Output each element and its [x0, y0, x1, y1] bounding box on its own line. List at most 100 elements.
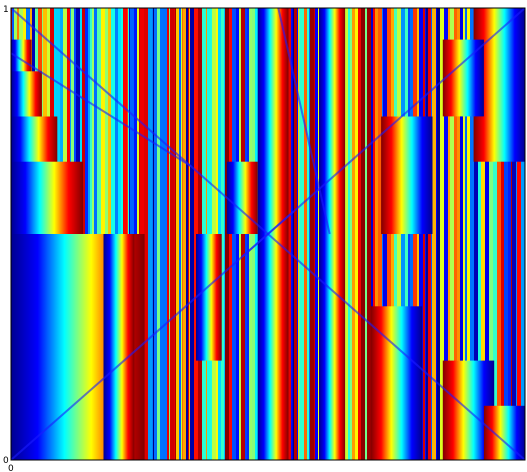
heatmap-stripe	[361, 8, 365, 460]
heatmap-stripe	[501, 8, 504, 460]
heatmap-band	[196, 234, 222, 361]
heatmap-stripe	[144, 8, 148, 460]
heatmap-stripe	[170, 8, 171, 460]
heatmap-stripe	[355, 8, 358, 460]
heatmap-diagonal	[277, 8, 331, 235]
heatmap-stripe	[293, 8, 294, 460]
heatmap-stripe	[504, 8, 508, 460]
heatmap-stripe	[186, 8, 188, 460]
heatmap-band	[226, 161, 258, 234]
heatmap-stripe	[221, 8, 224, 460]
heatmap-stripe	[310, 8, 314, 460]
heatmap-stripe	[465, 8, 467, 460]
heatmap-stripe	[171, 8, 174, 460]
heatmap-stripe	[163, 8, 167, 460]
heatmap-stripe	[189, 8, 190, 460]
heatmap-stripe	[493, 8, 497, 460]
x-tick-label-left: 0	[8, 464, 14, 472]
y-tick-label-bottom: 0	[3, 456, 9, 466]
heatmap-stripe	[157, 8, 160, 460]
heatmap-stripe	[450, 8, 454, 460]
heatmap-stripe	[448, 8, 450, 460]
plot-area	[11, 8, 525, 460]
heatmap-stripe	[432, 8, 436, 460]
heatmap-stripe	[521, 8, 525, 460]
heatmap-stripe	[160, 8, 163, 460]
heatmap-stripe	[512, 8, 516, 460]
heatmap-stripe	[489, 8, 493, 460]
heatmap-stripe	[154, 8, 157, 460]
heatmap-stripe	[294, 8, 297, 460]
heatmap-band	[442, 39, 484, 117]
heatmap-stripe	[437, 8, 440, 460]
heatmap-stripe	[350, 8, 352, 460]
heatmap-stripe	[179, 8, 181, 460]
heatmap-stripe	[467, 8, 470, 460]
heatmap-stripe	[454, 8, 457, 460]
heatmap-stripe	[188, 8, 189, 460]
heatmap-stripe	[464, 8, 465, 460]
heatmap-stripe	[440, 8, 444, 460]
heatmap-stripe	[485, 8, 489, 460]
heatmap-stripe	[508, 8, 511, 460]
heatmap-stripe	[373, 8, 375, 460]
heatmap-stripe	[474, 8, 478, 460]
heatmap-stripe	[291, 8, 292, 460]
heatmap-stripe	[314, 8, 315, 460]
heatmap-stripe	[352, 8, 355, 460]
heatmap-stripe	[378, 8, 382, 460]
heatmap-stripe	[183, 8, 186, 460]
heatmap-stripe	[315, 8, 318, 460]
heatmap-stripe	[463, 8, 464, 460]
heatmap-stripe	[348, 8, 350, 460]
heatmap-stripe	[300, 8, 304, 460]
heatmap-stripe	[175, 8, 176, 460]
heatmap-band	[381, 116, 433, 234]
heatmap-stripe	[181, 8, 182, 460]
heatmap-stripe	[174, 8, 175, 460]
heatmap-band	[319, 8, 346, 460]
heatmap-stripe	[297, 8, 298, 460]
heatmap-stripe	[169, 8, 170, 460]
heatmap-stripe	[371, 8, 373, 460]
heatmap-stripe	[358, 8, 361, 460]
heatmap-stripe	[224, 8, 225, 460]
heatmap-diagonals	[11, 8, 525, 460]
heatmap-bands	[11, 8, 525, 460]
heatmap-stripe	[511, 8, 512, 460]
heatmap-stripe	[345, 8, 348, 460]
heatmap-stripe	[292, 8, 293, 460]
heatmap-stripe	[444, 8, 448, 460]
heatmap-stripe	[478, 8, 481, 460]
heatmap-stripe	[148, 8, 152, 460]
heatmap-stripe	[470, 8, 474, 460]
heatmap-stripe	[182, 8, 183, 460]
heatmap-stripe	[375, 8, 378, 460]
heatmap-stripe	[436, 8, 437, 460]
heatmap-stripe	[367, 8, 371, 460]
heatmap-stripe	[298, 8, 299, 460]
heatmap-stripe	[307, 8, 309, 460]
heatmap-band	[103, 234, 135, 460]
heatmap-diagonal	[11, 210, 295, 460]
heatmap-stripe	[190, 8, 194, 460]
heatmap-stripe	[152, 8, 153, 460]
heatmap-stripe	[288, 8, 291, 460]
heatmap-stripe	[304, 8, 307, 460]
heatmap-band	[483, 405, 525, 460]
heatmap-stripe	[318, 8, 319, 460]
heatmap-diagonal	[11, 52, 192, 168]
heatmap-stripe	[299, 8, 300, 460]
heatmap-stripe	[497, 8, 501, 460]
heatmap-stripe	[365, 8, 367, 460]
heatmap-stripe	[176, 8, 179, 460]
heatmap-stripe	[309, 8, 310, 460]
y-tick-label-top: 1	[3, 5, 9, 15]
heatmap-stripe	[481, 8, 485, 460]
heatmap-stripe	[167, 8, 169, 460]
heatmap-stripe	[457, 8, 460, 460]
plot-frame	[10, 7, 526, 461]
heatmap-band	[370, 306, 423, 460]
heatmap-stripe	[516, 8, 517, 460]
